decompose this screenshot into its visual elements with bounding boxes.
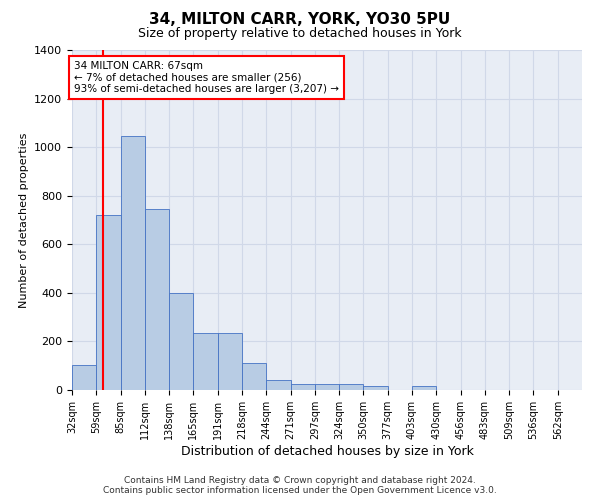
Text: 34 MILTON CARR: 67sqm
← 7% of detached houses are smaller (256)
93% of semi-deta: 34 MILTON CARR: 67sqm ← 7% of detached h… (74, 61, 339, 94)
Y-axis label: Number of detached properties: Number of detached properties (19, 132, 29, 308)
Bar (218, 333, 242, 390)
Bar (121, 136, 145, 390)
Bar (412, 386, 436, 390)
Bar (242, 364, 266, 390)
Bar (72, 364, 96, 390)
Bar (193, 333, 218, 390)
X-axis label: Distribution of detached houses by size in York: Distribution of detached houses by size … (181, 444, 473, 458)
Text: Contains HM Land Registry data © Crown copyright and database right 2024.
Contai: Contains HM Land Registry data © Crown c… (103, 476, 497, 495)
Bar (315, 384, 339, 390)
Bar (266, 380, 290, 390)
Bar (169, 293, 193, 390)
Bar (364, 386, 388, 390)
Bar (290, 384, 315, 390)
Bar (339, 384, 364, 390)
Bar (145, 209, 169, 390)
Text: 34, MILTON CARR, YORK, YO30 5PU: 34, MILTON CARR, YORK, YO30 5PU (149, 12, 451, 28)
Text: Size of property relative to detached houses in York: Size of property relative to detached ho… (138, 28, 462, 40)
Bar (96, 215, 121, 390)
